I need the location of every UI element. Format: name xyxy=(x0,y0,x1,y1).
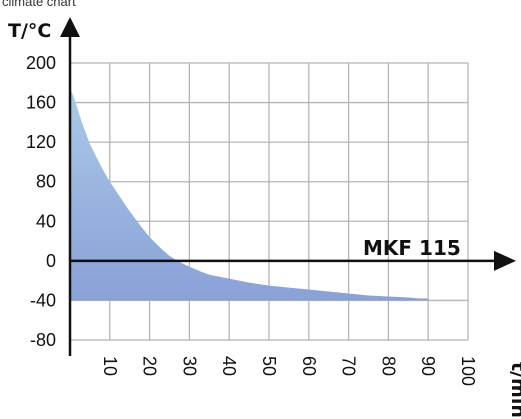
y-tick-label: 160 xyxy=(26,93,56,113)
y-tick-label: 0 xyxy=(46,251,56,271)
area-series xyxy=(70,87,429,301)
x-tick-label: 90 xyxy=(418,356,438,376)
y-tick-label: 40 xyxy=(36,211,56,231)
y-tick-label: 120 xyxy=(26,132,56,152)
tick-labels: 200 160 120 80 40 0 -40 -80 10 20 30 40 50 60 70 80 90 10… xyxy=(26,53,478,386)
model-annotation: MKF 115 xyxy=(363,236,461,260)
y-tick-label: 200 xyxy=(26,53,56,73)
x-tick-label: 80 xyxy=(378,356,398,376)
x-axis-label: t/min xyxy=(507,362,521,418)
y-tick-label: -40 xyxy=(30,290,56,310)
y-axis-label: T/°C xyxy=(8,20,51,42)
x-tick-label: 40 xyxy=(219,356,239,376)
x-tick-label: 70 xyxy=(339,356,359,376)
x-tick-label: 10 xyxy=(100,356,120,376)
y-tick-label: -80 xyxy=(30,330,56,350)
x-axis-arrow xyxy=(494,250,516,271)
x-tick-label: 20 xyxy=(140,356,160,376)
y-axis-arrow xyxy=(60,17,80,37)
chart-caption: climate chart xyxy=(2,0,76,9)
axes xyxy=(60,17,516,356)
x-tick-label: 100 xyxy=(458,356,478,386)
temperature-area xyxy=(70,87,429,301)
x-tick-label: 60 xyxy=(299,356,319,376)
y-tick-label: 80 xyxy=(36,172,56,192)
x-tick-label: 50 xyxy=(259,356,279,376)
x-tick-label: 30 xyxy=(179,356,199,376)
